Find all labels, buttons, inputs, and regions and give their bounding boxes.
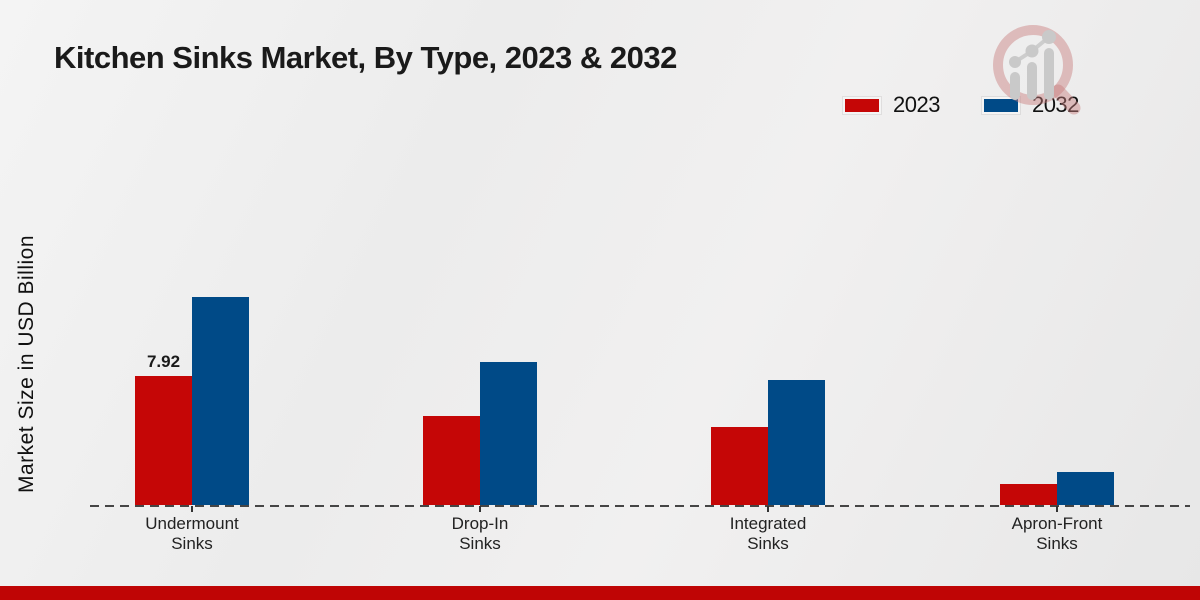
chart-title: Kitchen Sinks Market, By Type, 2023 & 20… (54, 40, 677, 75)
x-axis-tick-undermount-sinks (191, 506, 193, 512)
bar-2023-apron-front-sinks (1000, 484, 1057, 505)
legend-swatch-2023 (843, 96, 881, 114)
data-label-2023-undermount-sinks: 7.92 (146, 352, 181, 371)
category-label-undermount-sinks: Undermount Sinks (145, 514, 239, 553)
legend-item-2032: 2032 (981, 92, 1079, 118)
category-label-apron-front-sinks: Apron-Front Sinks (1011, 514, 1103, 553)
bar-2032-apron-front-sinks (1057, 472, 1114, 505)
bar-2023-undermount-sinks (135, 376, 192, 505)
bar-2032-drop-in-sinks (480, 362, 537, 505)
bar-2032-integrated-sinks (768, 380, 825, 505)
x-axis-line (90, 505, 1190, 507)
magnifier-bar-chart-logo-icon (993, 25, 1081, 115)
legend-label-2023: 2023 (893, 92, 940, 117)
x-axis-tick-integrated-sinks (767, 506, 769, 512)
bottom-accent-strip (0, 586, 1200, 600)
bar-2023-drop-in-sinks (423, 416, 480, 505)
bar-2023-integrated-sinks (711, 427, 768, 505)
legend-swatch-2032 (981, 96, 1020, 114)
category-label-integrated-sinks: Integrated Sinks (729, 514, 807, 553)
bar-2032-undermount-sinks (192, 297, 249, 505)
legend-label-2032: 2032 (1031, 92, 1079, 117)
category-label-drop-in-sinks: Drop-In Sinks (451, 514, 509, 553)
legend: 2023 2032 (843, 92, 1079, 118)
legend-item-2023: 2023 (843, 92, 940, 118)
x-axis-tick-apron-front-sinks (1056, 506, 1058, 512)
x-axis-tick-drop-in-sinks (479, 506, 481, 512)
